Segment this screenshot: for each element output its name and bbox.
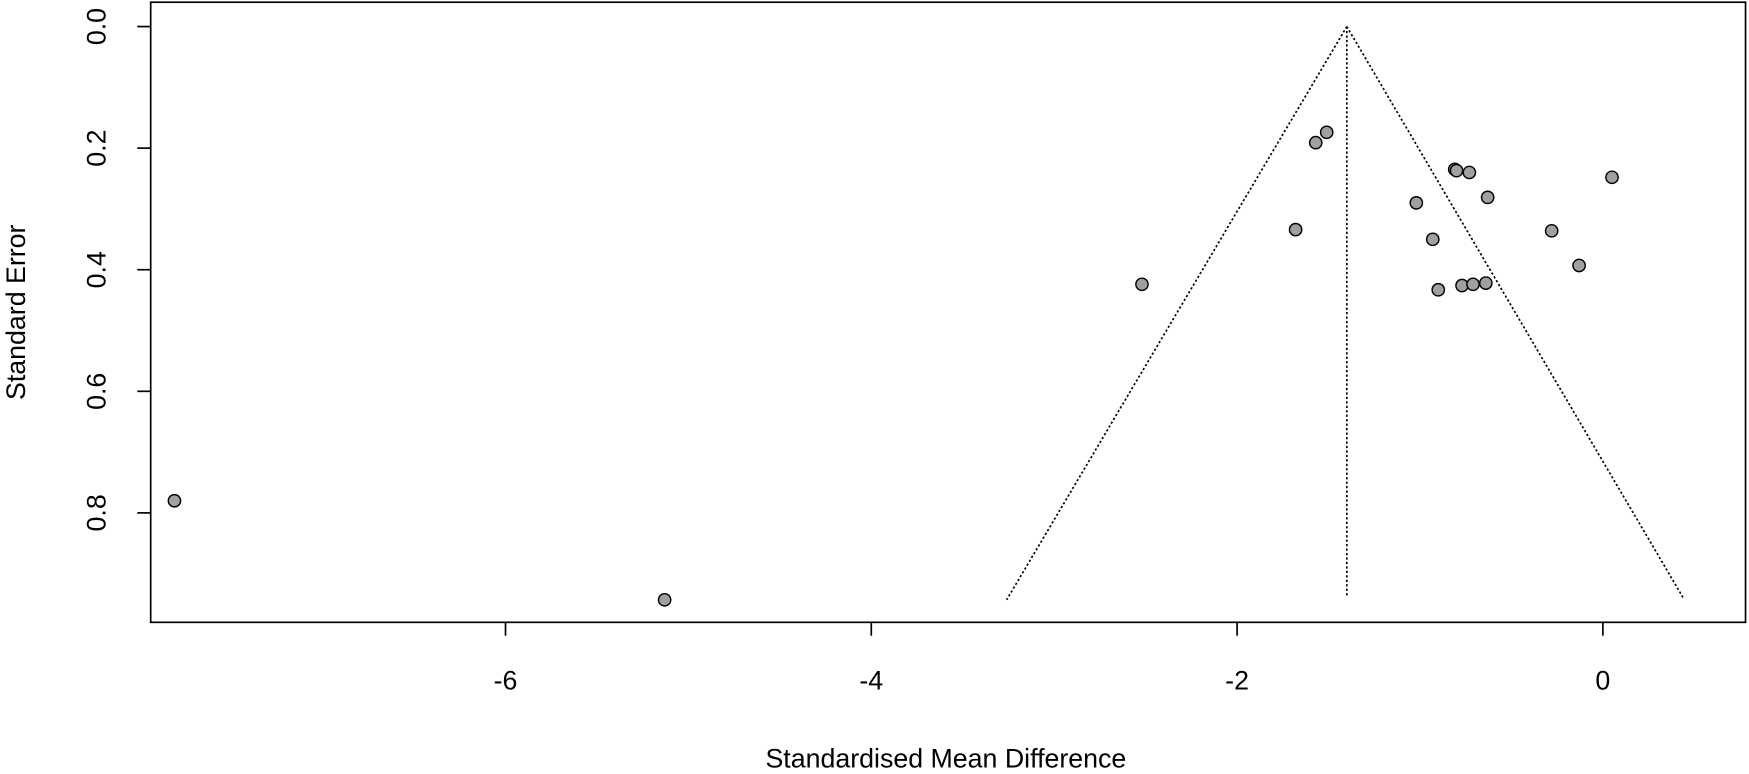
study-point bbox=[1572, 258, 1586, 273]
y-axis-label: Standard Error bbox=[1, 224, 31, 400]
y-tick-label: 0.0 bbox=[81, 8, 111, 45]
study-point bbox=[1308, 135, 1323, 150]
funnel-line bbox=[1346, 26, 1685, 599]
study-point bbox=[1288, 222, 1303, 237]
x-tick-label: -6 bbox=[494, 666, 518, 696]
study-point bbox=[657, 592, 672, 607]
study-point bbox=[1425, 232, 1440, 247]
study-point bbox=[1409, 195, 1424, 210]
study-point bbox=[1605, 170, 1619, 185]
y-tick-label: 0.2 bbox=[81, 130, 111, 167]
study-point bbox=[167, 493, 182, 508]
study-point bbox=[1466, 277, 1480, 292]
study-point bbox=[1431, 282, 1446, 297]
y-tick-label: 0.4 bbox=[81, 251, 111, 288]
x-tick-label: 0 bbox=[1595, 666, 1610, 696]
study-point bbox=[1135, 277, 1149, 292]
study-point bbox=[1319, 125, 1334, 140]
y-tick-label: 0.6 bbox=[81, 373, 111, 410]
study-point bbox=[1478, 276, 1493, 290]
study-point bbox=[1462, 165, 1477, 180]
study-point bbox=[1544, 223, 1559, 238]
study-point bbox=[1449, 163, 1464, 178]
x-tick-label: -2 bbox=[1225, 666, 1249, 696]
y-tick-label: 0.8 bbox=[81, 494, 111, 531]
x-tick-label: -4 bbox=[859, 666, 883, 696]
x-axis-label: Standardised Mean Difference bbox=[765, 744, 1126, 774]
funnel-line bbox=[1005, 26, 1348, 601]
study-point bbox=[1480, 190, 1495, 205]
plot-frame bbox=[149, 1, 1747, 624]
